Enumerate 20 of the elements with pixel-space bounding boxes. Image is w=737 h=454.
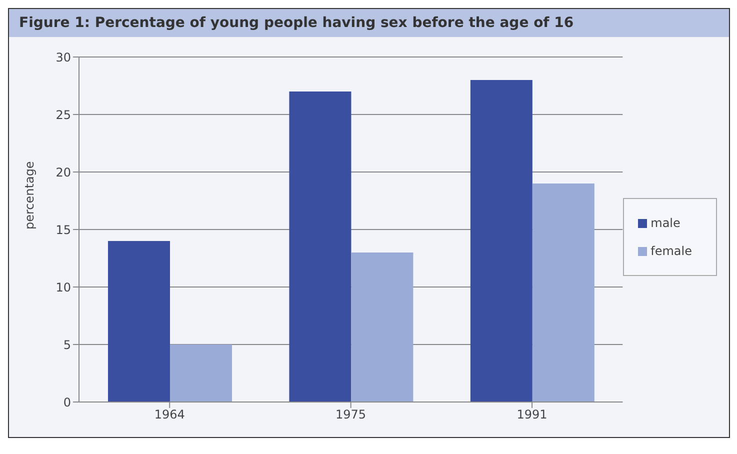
x-tick-label: 1991 [516, 408, 548, 422]
y-tick-label: 20 [56, 165, 71, 180]
y-tick-label: 5 [63, 338, 71, 352]
y-tick-label: 10 [56, 280, 71, 294]
y-axis-title: percentage [22, 161, 36, 230]
y-tick-label: 25 [56, 108, 71, 122]
x-tick-label: 1975 [336, 408, 366, 422]
chart-title: Figure 1: Percentage of young people having sex before the age of 16 [9, 9, 729, 37]
y-tick-label: 0 [63, 395, 71, 410]
legend-label: female [650, 244, 692, 258]
y-tick-label: 15 [56, 222, 71, 237]
y-tick-label: 30 [56, 50, 71, 64]
bar [351, 252, 414, 402]
legend-label: male [650, 216, 680, 230]
bar [532, 184, 594, 402]
bar [289, 92, 352, 402]
bar [470, 80, 532, 402]
bar [108, 241, 170, 402]
bar [170, 344, 232, 402]
x-tick-label: 1964 [154, 408, 185, 422]
